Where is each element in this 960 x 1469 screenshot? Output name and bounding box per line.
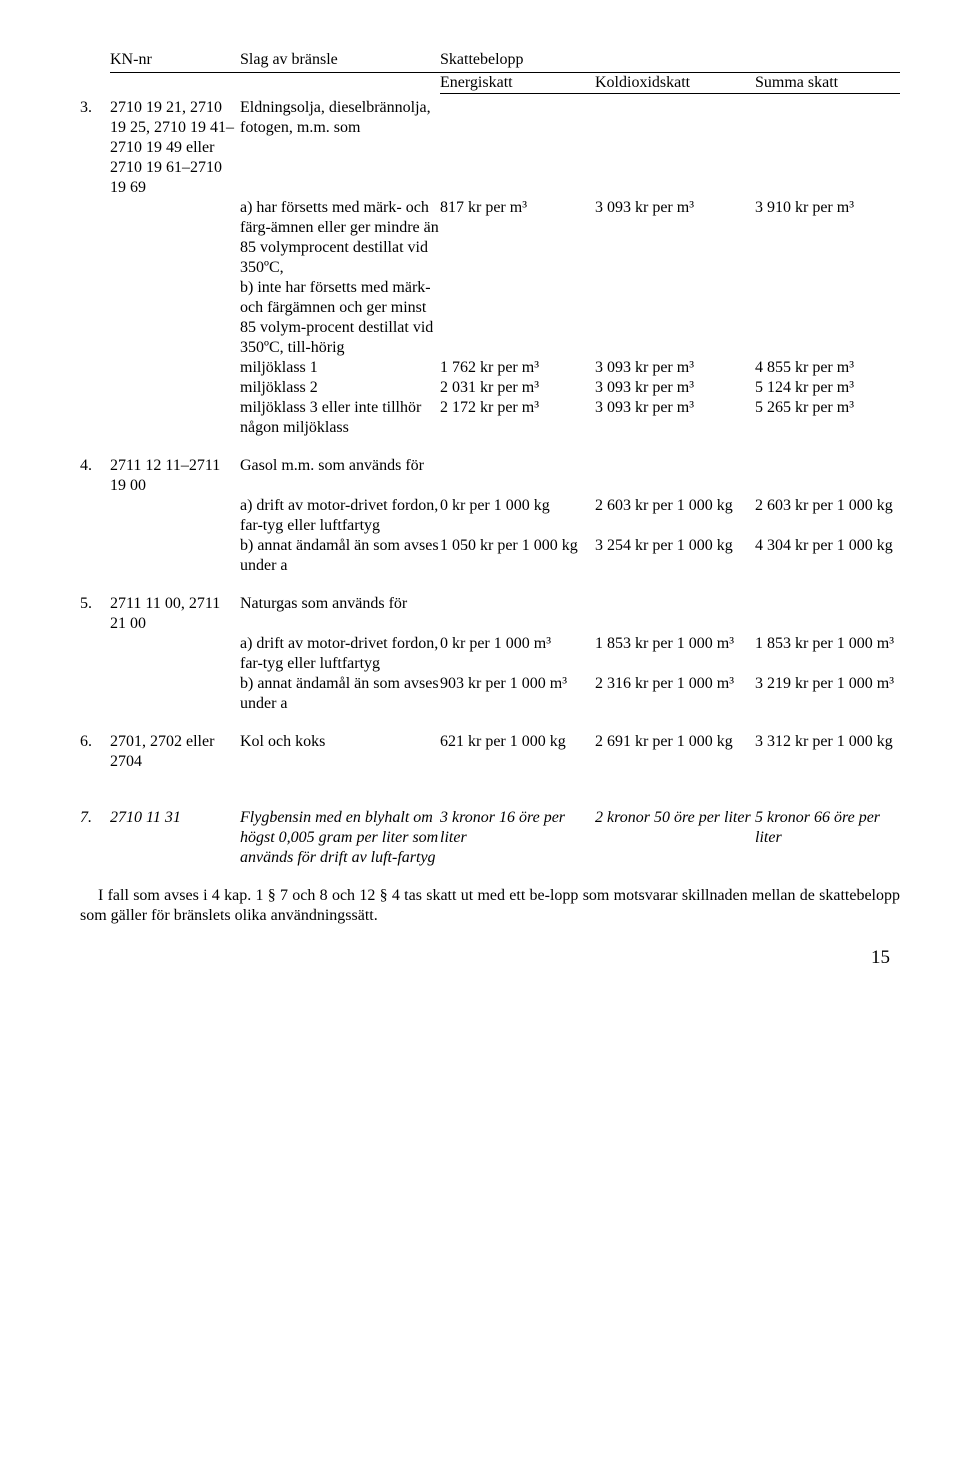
row3-kn: 2710 19 21, 2710 19 25, 2710 19 41–2710 …	[110, 98, 240, 198]
row6-e: 621 kr per 1 000 kg	[440, 732, 595, 772]
header-skattebelopp: Skattebelopp	[440, 50, 900, 73]
row7-e: 3 kronor 16 öre per liter	[440, 808, 595, 868]
row4-sub0-e: 0 kr per 1 000 kg	[440, 496, 595, 536]
row3-sub3-s: 5 124 kr per m³	[755, 378, 900, 398]
row7-slag: Flygbensin med en blyhalt om högst 0,005…	[240, 808, 440, 868]
row3-sub4-k: 3 093 kr per m³	[595, 398, 755, 438]
header-energiskatt: Energiskatt	[440, 73, 595, 94]
row5-sub0-e: 0 kr per 1 000 m³	[440, 634, 595, 674]
row7-k: 2 kronor 50 öre per liter	[595, 808, 755, 868]
row5-nr: 5.	[80, 594, 110, 634]
row3-sub4-slag: miljöklass 3 eller inte tillhör någon mi…	[240, 398, 440, 438]
header-kn: KN-nr	[110, 50, 240, 73]
row4-sub1-slag: b) annat ändamål än som avses under a	[240, 536, 440, 576]
tax-table: KN-nr Slag av bränsle Skattebelopp Energ…	[80, 50, 900, 868]
row7-nr: 7.	[80, 808, 110, 868]
page-number: 15	[80, 946, 900, 970]
row3-sub2-slag: miljöklass 1	[240, 358, 440, 378]
row3-slag: Eldningsolja, dieselbrännolja, fotogen, …	[240, 98, 440, 198]
row3-sub3-e: 2 031 kr per m³	[440, 378, 595, 398]
row4-sub0-k: 2 603 kr per 1 000 kg	[595, 496, 755, 536]
row6-k: 2 691 kr per 1 000 kg	[595, 732, 755, 772]
row7-s: 5 kronor 66 öre per liter	[755, 808, 900, 868]
row4-slag: Gasol m.m. som används för	[240, 456, 440, 496]
row3-nr: 3.	[80, 98, 110, 198]
row4-sub1-s: 4 304 kr per 1 000 kg	[755, 536, 900, 576]
row3-sub0-s: 3 910 kr per m³	[755, 198, 900, 278]
row3-sub4-s: 5 265 kr per m³	[755, 398, 900, 438]
row4-sub1-k: 3 254 kr per 1 000 kg	[595, 536, 755, 576]
row5-kn: 2711 11 00, 2711 21 00	[110, 594, 240, 634]
row4-sub0-s: 2 603 kr per 1 000 kg	[755, 496, 900, 536]
row5-sub0-slag: a) drift av motor-drivet fordon, far-tyg…	[240, 634, 440, 674]
row7-kn: 2710 11 31	[110, 808, 240, 868]
row6-slag: Kol och koks	[240, 732, 440, 772]
row5-sub1-s: 3 219 kr per 1 000 m³	[755, 674, 900, 714]
row4-sub1-e: 1 050 kr per 1 000 kg	[440, 536, 595, 576]
row3-sub0-k: 3 093 kr per m³	[595, 198, 755, 278]
row5-sub0-s: 1 853 kr per 1 000 m³	[755, 634, 900, 674]
row5-slag: Naturgas som används för	[240, 594, 440, 634]
row3-sub0-e: 817 kr per m³	[440, 198, 595, 278]
row5-sub1-e: 903 kr per 1 000 m³	[440, 674, 595, 714]
row3-sub2-s: 4 855 kr per m³	[755, 358, 900, 378]
row6-nr: 6.	[80, 732, 110, 772]
row4-nr: 4.	[80, 456, 110, 496]
footer-paragraph: I fall som avses i 4 kap. 1 § 7 och 8 oc…	[80, 886, 900, 926]
header-slag: Slag av bränsle	[240, 50, 440, 73]
row4-kn: 2711 12 11–2711 19 00	[110, 456, 240, 496]
row3-sub3-slag: miljöklass 2	[240, 378, 440, 398]
row3-sub4-e: 2 172 kr per m³	[440, 398, 595, 438]
row5-sub1-k: 2 316 kr per 1 000 m³	[595, 674, 755, 714]
row3-sub3-k: 3 093 kr per m³	[595, 378, 755, 398]
row6-kn: 2701, 2702 eller 2704	[110, 732, 240, 772]
row4-sub0-slag: a) drift av motor-drivet fordon, far-tyg…	[240, 496, 440, 536]
row3-sub2-k: 3 093 kr per m³	[595, 358, 755, 378]
row3-sub1-slag: b) inte har försetts med märk- och färgä…	[240, 278, 440, 358]
row5-sub1-slag: b) annat ändamål än som avses under a	[240, 674, 440, 714]
row6-s: 3 312 kr per 1 000 kg	[755, 732, 900, 772]
header-summa: Summa skatt	[755, 73, 900, 94]
row3-sub2-e: 1 762 kr per m³	[440, 358, 595, 378]
header-koldioxidskatt: Koldioxidskatt	[595, 73, 755, 94]
row5-sub0-k: 1 853 kr per 1 000 m³	[595, 634, 755, 674]
row3-sub0-slag: a) har försetts med märk- och färg-ämnen…	[240, 198, 440, 278]
